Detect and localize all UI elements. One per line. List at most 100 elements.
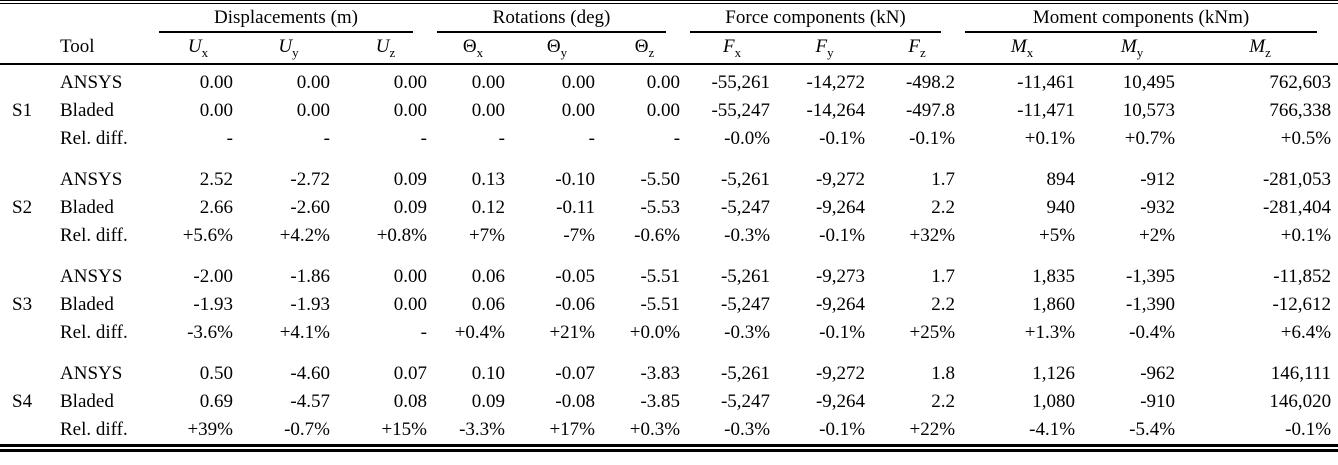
- value-cell: -3.85: [640, 391, 681, 412]
- column-header-row: Tool Ux Uy Uz Θx Θy Θz Fx Fy Fz Mx My Mz: [0, 34, 1338, 65]
- value-cell: -4.57: [290, 391, 330, 412]
- value-cell: 0.00: [646, 100, 681, 121]
- value-cell: -: [673, 128, 681, 149]
- value-cell: -0.11: [556, 197, 595, 218]
- value-cell: -5,247: [720, 197, 771, 218]
- value-cell: +0.8%: [376, 225, 427, 246]
- value-cell: -498.2: [905, 72, 956, 93]
- tool-cell: Bladed: [60, 294, 114, 315]
- value-cell: +0.5%: [1280, 128, 1332, 149]
- value-cell: 0.00: [471, 72, 505, 93]
- value-cell: 2.66: [199, 197, 233, 218]
- value-cell: -3.3%: [459, 419, 505, 440]
- corner-spacer: [0, 34, 44, 65]
- value-cell: -0.1%: [819, 225, 866, 246]
- value-cell: -11,471: [1017, 100, 1076, 121]
- section-label: S4: [12, 391, 33, 412]
- value-cell: 1,126: [1032, 363, 1076, 384]
- value-cell: +25%: [909, 322, 956, 343]
- value-cell: -: [226, 128, 233, 149]
- value-cell: -4.1%: [1029, 419, 1076, 440]
- value-cell: -9,272: [815, 363, 866, 384]
- table-row: S2 ANSYS 2.52 -2.72 0.09 0.13 -0.10 -5.50 -5,261…: [0, 153, 1338, 218]
- value-cell: 0.09: [471, 391, 505, 412]
- value-cell: 0.06: [471, 266, 505, 287]
- value-cell: 0.07: [393, 363, 427, 384]
- value-cell: -: [420, 128, 427, 149]
- value-cell: 0.00: [471, 100, 505, 121]
- value-cell: -962: [1140, 363, 1176, 384]
- value-cell: 1.8: [931, 363, 956, 384]
- value-cell: +0.1%: [1280, 225, 1332, 246]
- col-header-fy: Fy: [777, 34, 873, 65]
- value-cell: -: [498, 128, 505, 149]
- value-cell: -497.8: [905, 100, 956, 121]
- col-header-uz: Uz: [337, 34, 434, 65]
- value-cell: +0.0%: [629, 322, 681, 343]
- value-cell: +4.2%: [279, 225, 330, 246]
- value-cell: -12,612: [1272, 294, 1332, 315]
- value-cell: -2.60: [290, 197, 330, 218]
- value-cell: -0.1%: [819, 322, 866, 343]
- value-cell: -5,261: [720, 266, 771, 287]
- value-cell: 0.00: [561, 100, 595, 121]
- value-cell: -281,404: [1262, 197, 1332, 218]
- value-cell: -: [323, 128, 330, 149]
- value-cell: -0.06: [555, 294, 595, 315]
- value-cell: -0.1%: [819, 128, 866, 149]
- value-cell: -5.51: [640, 266, 681, 287]
- value-cell: 0.00: [393, 294, 427, 315]
- col-header-uy: Uy: [240, 34, 337, 65]
- value-cell: -2.72: [290, 169, 330, 190]
- tool-cell: Bladed: [60, 391, 114, 412]
- value-cell: 10,495: [1122, 72, 1176, 93]
- value-cell: -55,261: [711, 72, 771, 93]
- value-cell: 0.00: [561, 72, 595, 93]
- value-cell: 0.06: [471, 294, 505, 315]
- group-header-forces: Force components (kN): [687, 2, 962, 34]
- value-cell: -9,272: [815, 169, 866, 190]
- group-header-row: Displacements (m) Rotations (deg) Force …: [0, 2, 1338, 34]
- tool-cell: Rel. diff.: [60, 322, 128, 343]
- value-cell: -: [588, 128, 595, 149]
- table-row: Bladed 2.66 -2.60 0.09 0.12 -0.11 -5.53 -5,247 -…: [0, 194, 1338, 222]
- table-body: S1 ANSYS 0.00 0.00 0.00 0.00 0.00 0.00 -55,261 -1…: [0, 64, 1338, 448]
- value-cell: 940: [1046, 197, 1076, 218]
- value-cell: -5.50: [640, 169, 681, 190]
- value-cell: 146,111: [1270, 363, 1332, 384]
- value-cell: 0.00: [199, 72, 233, 93]
- tool-cell: Rel. diff.: [60, 128, 128, 149]
- table-row: Rel. diff. +5.6% +4.2% +0.8% +7% -7% -0.6% -0.3…: [0, 222, 1338, 250]
- value-cell: 0.00: [393, 266, 427, 287]
- table-row: Bladed 0.00 0.00 0.00 0.00 0.00 0.00 -55,247 -14…: [0, 97, 1338, 125]
- value-cell: 2.52: [199, 169, 233, 190]
- value-cell: -11,461: [1017, 72, 1076, 93]
- tool-cell: Rel. diff.: [60, 419, 128, 440]
- value-cell: 1,835: [1032, 266, 1076, 287]
- table-row: Rel. diff. - - - - - - -0.0% -0.1% -0.1% +0.1% +0.7…: [0, 125, 1338, 153]
- table-row: Bladed -1.93 -1.93 0.00 0.06 -0.06 -5.51 -5,247…: [0, 291, 1338, 319]
- section-label: S2: [12, 197, 33, 218]
- table-row: Rel. diff. -3.6% +4.1% - +0.4% +21% +0.0% -0.3%…: [0, 319, 1338, 347]
- group-header-moments-label: Moment components (kNm): [965, 7, 1318, 33]
- col-header-fz: Fz: [872, 34, 963, 65]
- value-cell: +15%: [381, 419, 427, 440]
- col-header-mx: Mx: [962, 34, 1083, 65]
- value-cell: +39%: [187, 419, 233, 440]
- value-cell: -1.93: [290, 294, 330, 315]
- table-row: S1 ANSYS 0.00 0.00 0.00 0.00 0.00 0.00 -55,261 -1…: [0, 64, 1338, 121]
- value-cell: +1.3%: [1024, 322, 1076, 343]
- value-cell: +0.7%: [1124, 128, 1176, 149]
- value-cell: +17%: [549, 419, 595, 440]
- value-cell: -0.3%: [724, 225, 771, 246]
- tool-cell: Bladed: [60, 197, 114, 218]
- col-header-theta-y: Θy: [512, 34, 602, 65]
- section-label: S1: [12, 100, 33, 121]
- value-cell: +0.4%: [454, 322, 505, 343]
- value-cell: -: [420, 322, 427, 343]
- value-cell: 1.7: [931, 169, 956, 190]
- value-cell: 0.09: [393, 197, 427, 218]
- value-cell: -1.93: [193, 294, 233, 315]
- value-cell: 0.00: [199, 100, 233, 121]
